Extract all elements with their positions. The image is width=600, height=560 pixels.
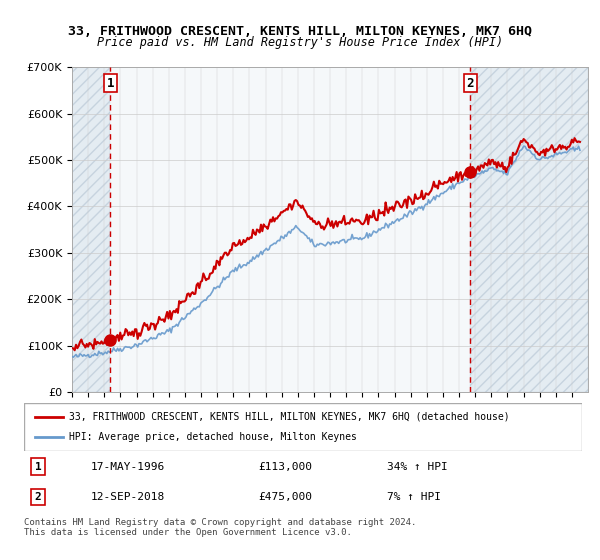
Bar (470, 67, 588, 392)
Text: 34% ↑ HPI: 34% ↑ HPI (387, 461, 448, 472)
Text: 1: 1 (107, 77, 114, 90)
Text: 17-MAY-1996: 17-MAY-1996 (91, 461, 165, 472)
Bar (72, 67, 110, 392)
Text: Contains HM Land Registry data © Crown copyright and database right 2024.
This d: Contains HM Land Registry data © Crown c… (24, 518, 416, 538)
Text: 33, FRITHWOOD CRESCENT, KENTS HILL, MILTON KEYNES, MK7 6HQ: 33, FRITHWOOD CRESCENT, KENTS HILL, MILT… (68, 25, 532, 38)
Text: £475,000: £475,000 (259, 492, 313, 502)
Text: £113,000: £113,000 (259, 461, 313, 472)
Text: 12-SEP-2018: 12-SEP-2018 (91, 492, 165, 502)
Text: 2: 2 (467, 77, 474, 90)
Text: HPI: Average price, detached house, Milton Keynes: HPI: Average price, detached house, Milt… (68, 432, 356, 442)
Bar (72, 67, 110, 392)
Text: 2: 2 (35, 492, 41, 502)
Text: 7% ↑ HPI: 7% ↑ HPI (387, 492, 440, 502)
Text: Price paid vs. HM Land Registry's House Price Index (HPI): Price paid vs. HM Land Registry's House … (97, 36, 503, 49)
FancyBboxPatch shape (24, 403, 582, 451)
Bar (470, 67, 588, 392)
Text: 33, FRITHWOOD CRESCENT, KENTS HILL, MILTON KEYNES, MK7 6HQ (detached house): 33, FRITHWOOD CRESCENT, KENTS HILL, MILT… (68, 412, 509, 422)
Text: 1: 1 (35, 461, 41, 472)
